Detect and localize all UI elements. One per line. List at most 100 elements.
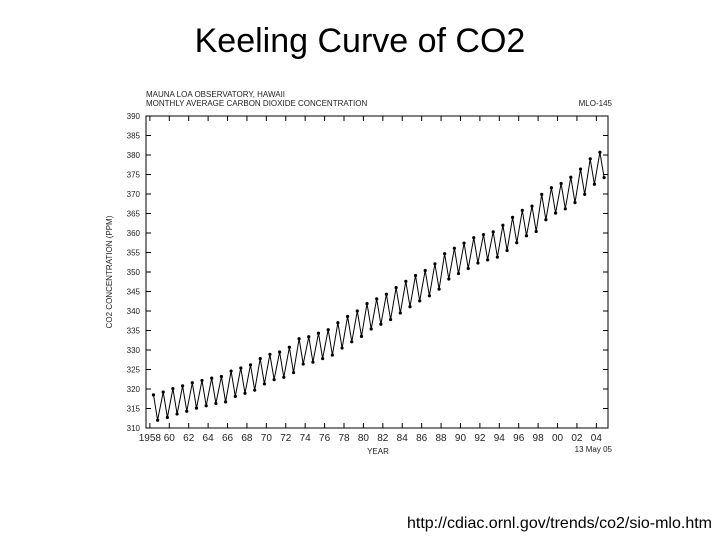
- co2-point: [233, 394, 237, 399]
- co2-point: [301, 362, 305, 366]
- co2-point: [602, 176, 606, 180]
- co2-point: [534, 229, 538, 234]
- x-tick-label: 72: [280, 433, 292, 444]
- y-tick-label: 375: [127, 171, 141, 180]
- co2-point: [495, 255, 499, 259]
- co2-point: [553, 211, 558, 215]
- x-tick-label: 02: [571, 433, 583, 444]
- x-tick-label: 94: [494, 433, 506, 444]
- x-tick-label: 84: [397, 433, 409, 444]
- y-tick-label: 315: [127, 405, 141, 414]
- co2-point: [598, 150, 602, 154]
- co2-point: [180, 384, 185, 388]
- co2-point: [466, 266, 470, 271]
- co2-point: [398, 311, 402, 315]
- slide-title: Keeling Curve of CO2: [195, 22, 526, 60]
- y-tick-label: 365: [127, 210, 141, 219]
- co2-point: [559, 181, 563, 186]
- co2-point: [326, 328, 330, 332]
- co2-point: [243, 391, 247, 395]
- y-tick-label: 390: [127, 112, 141, 121]
- co2-point: [462, 241, 466, 245]
- co2-point: [481, 232, 486, 237]
- co2-point: [200, 378, 204, 383]
- x-tick-label: 00: [552, 433, 564, 444]
- co2-point: [443, 252, 447, 256]
- co2-point: [427, 294, 432, 298]
- x-tick-label: 96: [513, 433, 525, 444]
- co2-point: [549, 186, 554, 190]
- date-label: 13 May 05: [575, 445, 613, 454]
- x-tick-label: 62: [183, 433, 195, 444]
- y-tick-label: 335: [127, 327, 141, 336]
- co2-point: [190, 381, 194, 385]
- co2-point: [161, 390, 165, 394]
- co2-point: [433, 262, 437, 266]
- co2-point: [588, 157, 592, 161]
- x-tick-label: 1958: [139, 433, 162, 444]
- x-axis-label: YEAR: [367, 447, 389, 456]
- co2-point: [282, 375, 286, 379]
- co2-point: [501, 223, 505, 227]
- x-tick-label: 78: [338, 433, 350, 444]
- co2-point: [365, 301, 369, 306]
- x-tick-label: 66: [222, 433, 234, 444]
- co2-point: [388, 317, 393, 322]
- co2-point: [210, 376, 214, 380]
- co2-point: [194, 406, 199, 410]
- y-tick-label: 380: [127, 151, 141, 160]
- x-tick-label: 90: [455, 433, 467, 444]
- co2-point: [510, 215, 515, 219]
- co2-point: [307, 335, 311, 339]
- y-tick-label: 320: [127, 385, 141, 394]
- co2-point: [452, 246, 456, 250]
- co2-point: [345, 314, 350, 319]
- x-tick-label: 80: [358, 433, 370, 444]
- co2-point: [524, 234, 529, 238]
- co2-point: [540, 192, 544, 196]
- y-tick-label: 385: [127, 132, 141, 141]
- x-tick-label: 60: [164, 433, 176, 444]
- co2-point: [476, 261, 480, 265]
- co2-point: [486, 258, 490, 262]
- co2-point: [544, 218, 548, 222]
- co2-point: [359, 334, 364, 338]
- co2-point: [350, 340, 354, 344]
- co2-point: [268, 352, 272, 356]
- co2-point: [369, 327, 373, 331]
- y-axis-label: CO2 CONCENTRATION (PPM): [105, 215, 114, 328]
- co2-point: [156, 418, 160, 422]
- y-tick-label: 325: [127, 366, 141, 375]
- co2-point: [394, 286, 398, 290]
- y-tick-label: 310: [127, 424, 141, 433]
- co2-point: [297, 337, 301, 341]
- co2-point: [592, 182, 597, 186]
- y-tick-label: 330: [127, 346, 141, 355]
- x-tick-label: 04: [591, 433, 603, 444]
- co2-point: [316, 331, 321, 335]
- y-tick-label: 370: [127, 190, 141, 199]
- co2-point: [447, 277, 451, 281]
- co2-point: [456, 271, 461, 276]
- x-tick-label: 86: [416, 433, 428, 444]
- co2-point: [175, 412, 179, 416]
- co2-point: [375, 297, 379, 301]
- co2-point: [151, 393, 156, 397]
- x-tick-label: 74: [300, 433, 312, 444]
- y-tick-label: 350: [127, 268, 141, 277]
- co2-point: [384, 292, 389, 296]
- x-tick-label: 70: [261, 433, 273, 444]
- source-url: http://cdiac.ornl.gov/trends/co2/sio-mlo…: [407, 515, 712, 532]
- x-tick-label: 64: [203, 433, 215, 444]
- co2-point: [340, 346, 344, 350]
- co2-point: [253, 388, 257, 392]
- chart-subtitle: MAUNA LOA OBSERVATORY, HAWAII: [146, 90, 285, 99]
- co2-point: [437, 287, 441, 291]
- co2-point: [472, 236, 476, 240]
- station-label: MLO-145: [579, 99, 613, 108]
- chart-subtitle: MONTHLY AVERAGE CARBON DIOXIDE CONCENTRA…: [146, 99, 367, 108]
- co2-point: [278, 350, 282, 354]
- co2-point: [229, 369, 233, 373]
- co2-point: [379, 322, 383, 326]
